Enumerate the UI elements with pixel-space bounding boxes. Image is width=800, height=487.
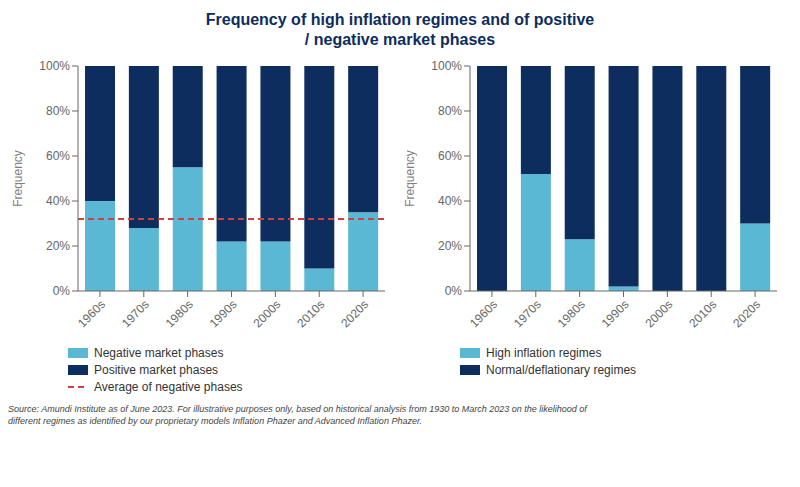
svg-text:1970s: 1970s — [511, 297, 544, 330]
html-text:High inflation regimes: High inflation regimes — [486, 346, 602, 360]
html-text:different regimes as identifie: different regimes as identified by our p… — [8, 416, 423, 426]
html-text:Negative market phases: Negative market phases — [94, 346, 224, 360]
svg-text:80%: 80% — [46, 104, 70, 118]
svg-text:100%: 100% — [431, 59, 462, 73]
svg-text:1980s: 1980s — [555, 297, 588, 330]
html-text:Normal/deflationary regimes: Normal/deflationary regimes — [486, 363, 637, 377]
html-text:Average of negative phases: Average of negative phases — [94, 380, 243, 394]
svg-text:0%: 0% — [445, 284, 463, 298]
svg-text:1990s: 1990s — [599, 297, 632, 330]
svg-text:60%: 60% — [46, 149, 70, 163]
svg-text:2020s: 2020s — [338, 297, 371, 330]
svg-text:40%: 40% — [438, 194, 462, 208]
svg-text:80%: 80% — [438, 104, 462, 118]
html-text:/ negative market phases: / negative market phases — [304, 31, 496, 48]
svg-text:2000s: 2000s — [250, 297, 283, 330]
svg-text:1990s: 1990s — [207, 297, 240, 330]
svg-text:Frequency: Frequency — [11, 150, 25, 207]
svg-text:60%: 60% — [438, 149, 462, 163]
svg-text:2020s: 2020s — [730, 297, 763, 330]
svg-text:20%: 20% — [438, 239, 462, 253]
svg-text:2010s: 2010s — [294, 297, 327, 330]
html-text:Frequency of high inflation re: Frequency of high inflation regimes and … — [205, 11, 595, 28]
svg-text:0%: 0% — [53, 284, 71, 298]
svg-text:100%: 100% — [39, 59, 70, 73]
html-text:Positive market phases: Positive market phases — [94, 363, 219, 377]
svg-text:2000s: 2000s — [642, 297, 675, 330]
svg-text:20%: 20% — [46, 239, 70, 253]
svg-text:Frequency: Frequency — [403, 150, 417, 207]
svg-text:1970s: 1970s — [119, 297, 152, 330]
svg-text:1960s: 1960s — [75, 297, 108, 330]
html-text:Source: Amundi Institute as of: Source: Amundi Institute as of June 2023… — [8, 404, 587, 414]
svg-text:1980s: 1980s — [163, 297, 196, 330]
svg-text:1960s: 1960s — [467, 297, 500, 330]
svg-text:2010s: 2010s — [686, 297, 719, 330]
svg-text:40%: 40% — [46, 194, 70, 208]
